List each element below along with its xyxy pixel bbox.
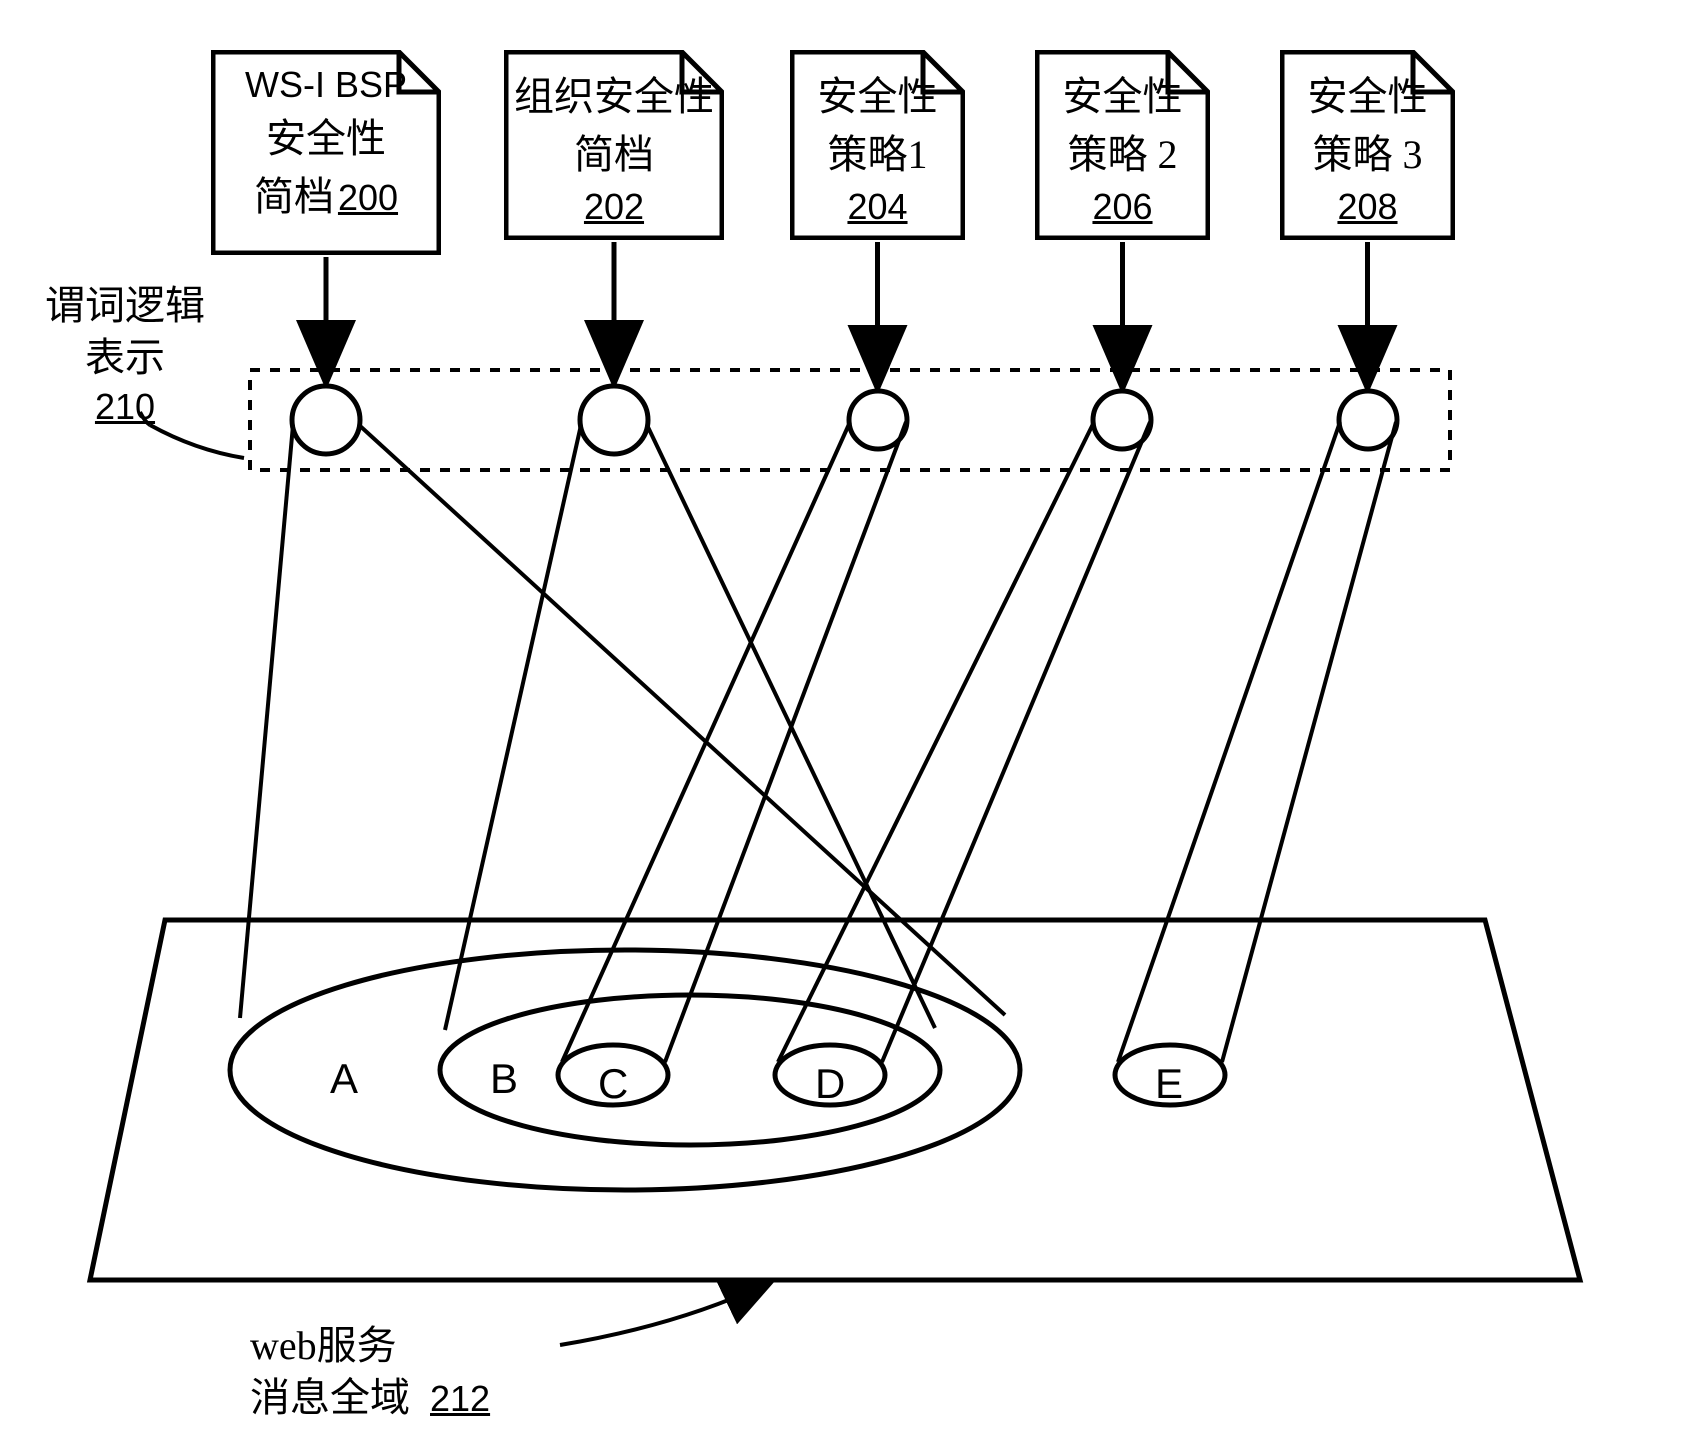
document-box-0: WS-I BSP安全性简档 200 <box>211 50 441 255</box>
letter-B: B <box>490 1055 518 1103</box>
letter-D: D <box>815 1060 845 1108</box>
domain-line1: web服务 <box>250 1320 490 1372</box>
predicate-line1: 谓词逻辑 <box>45 280 205 332</box>
document-box-3: 安全性策略 2206 <box>1035 50 1210 240</box>
domain-line2: 消息全域 <box>250 1375 410 1420</box>
document-box-4: 安全性策略 3208 <box>1280 50 1455 240</box>
document-box-2: 安全性策略1204 <box>790 50 965 240</box>
letter-A: A <box>330 1055 358 1103</box>
predicate-logic-label: 谓词逻辑 表示 210 <box>45 280 205 431</box>
domain-ref: 212 <box>430 1378 490 1419</box>
document-box-1: 组织安全性简档202 <box>504 50 724 240</box>
predicate-line2: 表示 <box>45 332 205 384</box>
predicate-ref: 210 <box>45 384 205 431</box>
domain-label: web服务 消息全域 212 <box>250 1320 490 1424</box>
letter-E: E <box>1155 1060 1183 1108</box>
letter-C: C <box>598 1060 628 1108</box>
